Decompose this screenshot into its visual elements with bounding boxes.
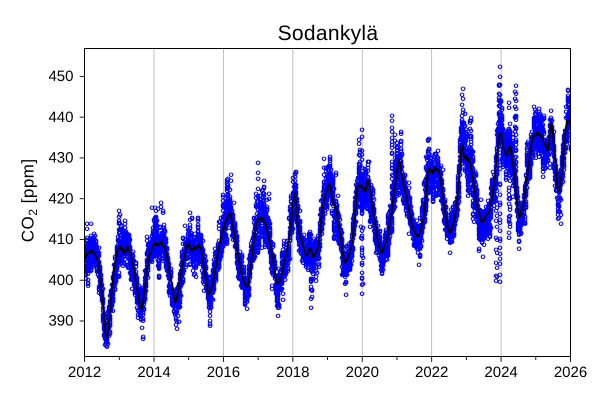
svg-text:2014: 2014: [137, 364, 170, 381]
svg-text:410: 410: [48, 231, 73, 248]
svg-text:440: 440: [48, 109, 73, 126]
svg-text:2018: 2018: [276, 364, 309, 381]
svg-text:2026: 2026: [554, 364, 587, 381]
svg-text:450: 450: [48, 68, 73, 85]
svg-text:400: 400: [48, 272, 73, 289]
svg-text:420: 420: [48, 190, 73, 207]
svg-text:Sodankylä: Sodankylä: [278, 22, 379, 45]
svg-text:2024: 2024: [484, 364, 517, 381]
svg-text:CO2 [ppm]: CO2 [ppm]: [19, 158, 41, 242]
svg-text:2012: 2012: [68, 364, 101, 381]
svg-text:2022: 2022: [415, 364, 448, 381]
svg-text:2016: 2016: [207, 364, 240, 381]
svg-text:390: 390: [48, 313, 73, 330]
svg-text:430: 430: [48, 150, 73, 167]
svg-text:2020: 2020: [346, 364, 379, 381]
